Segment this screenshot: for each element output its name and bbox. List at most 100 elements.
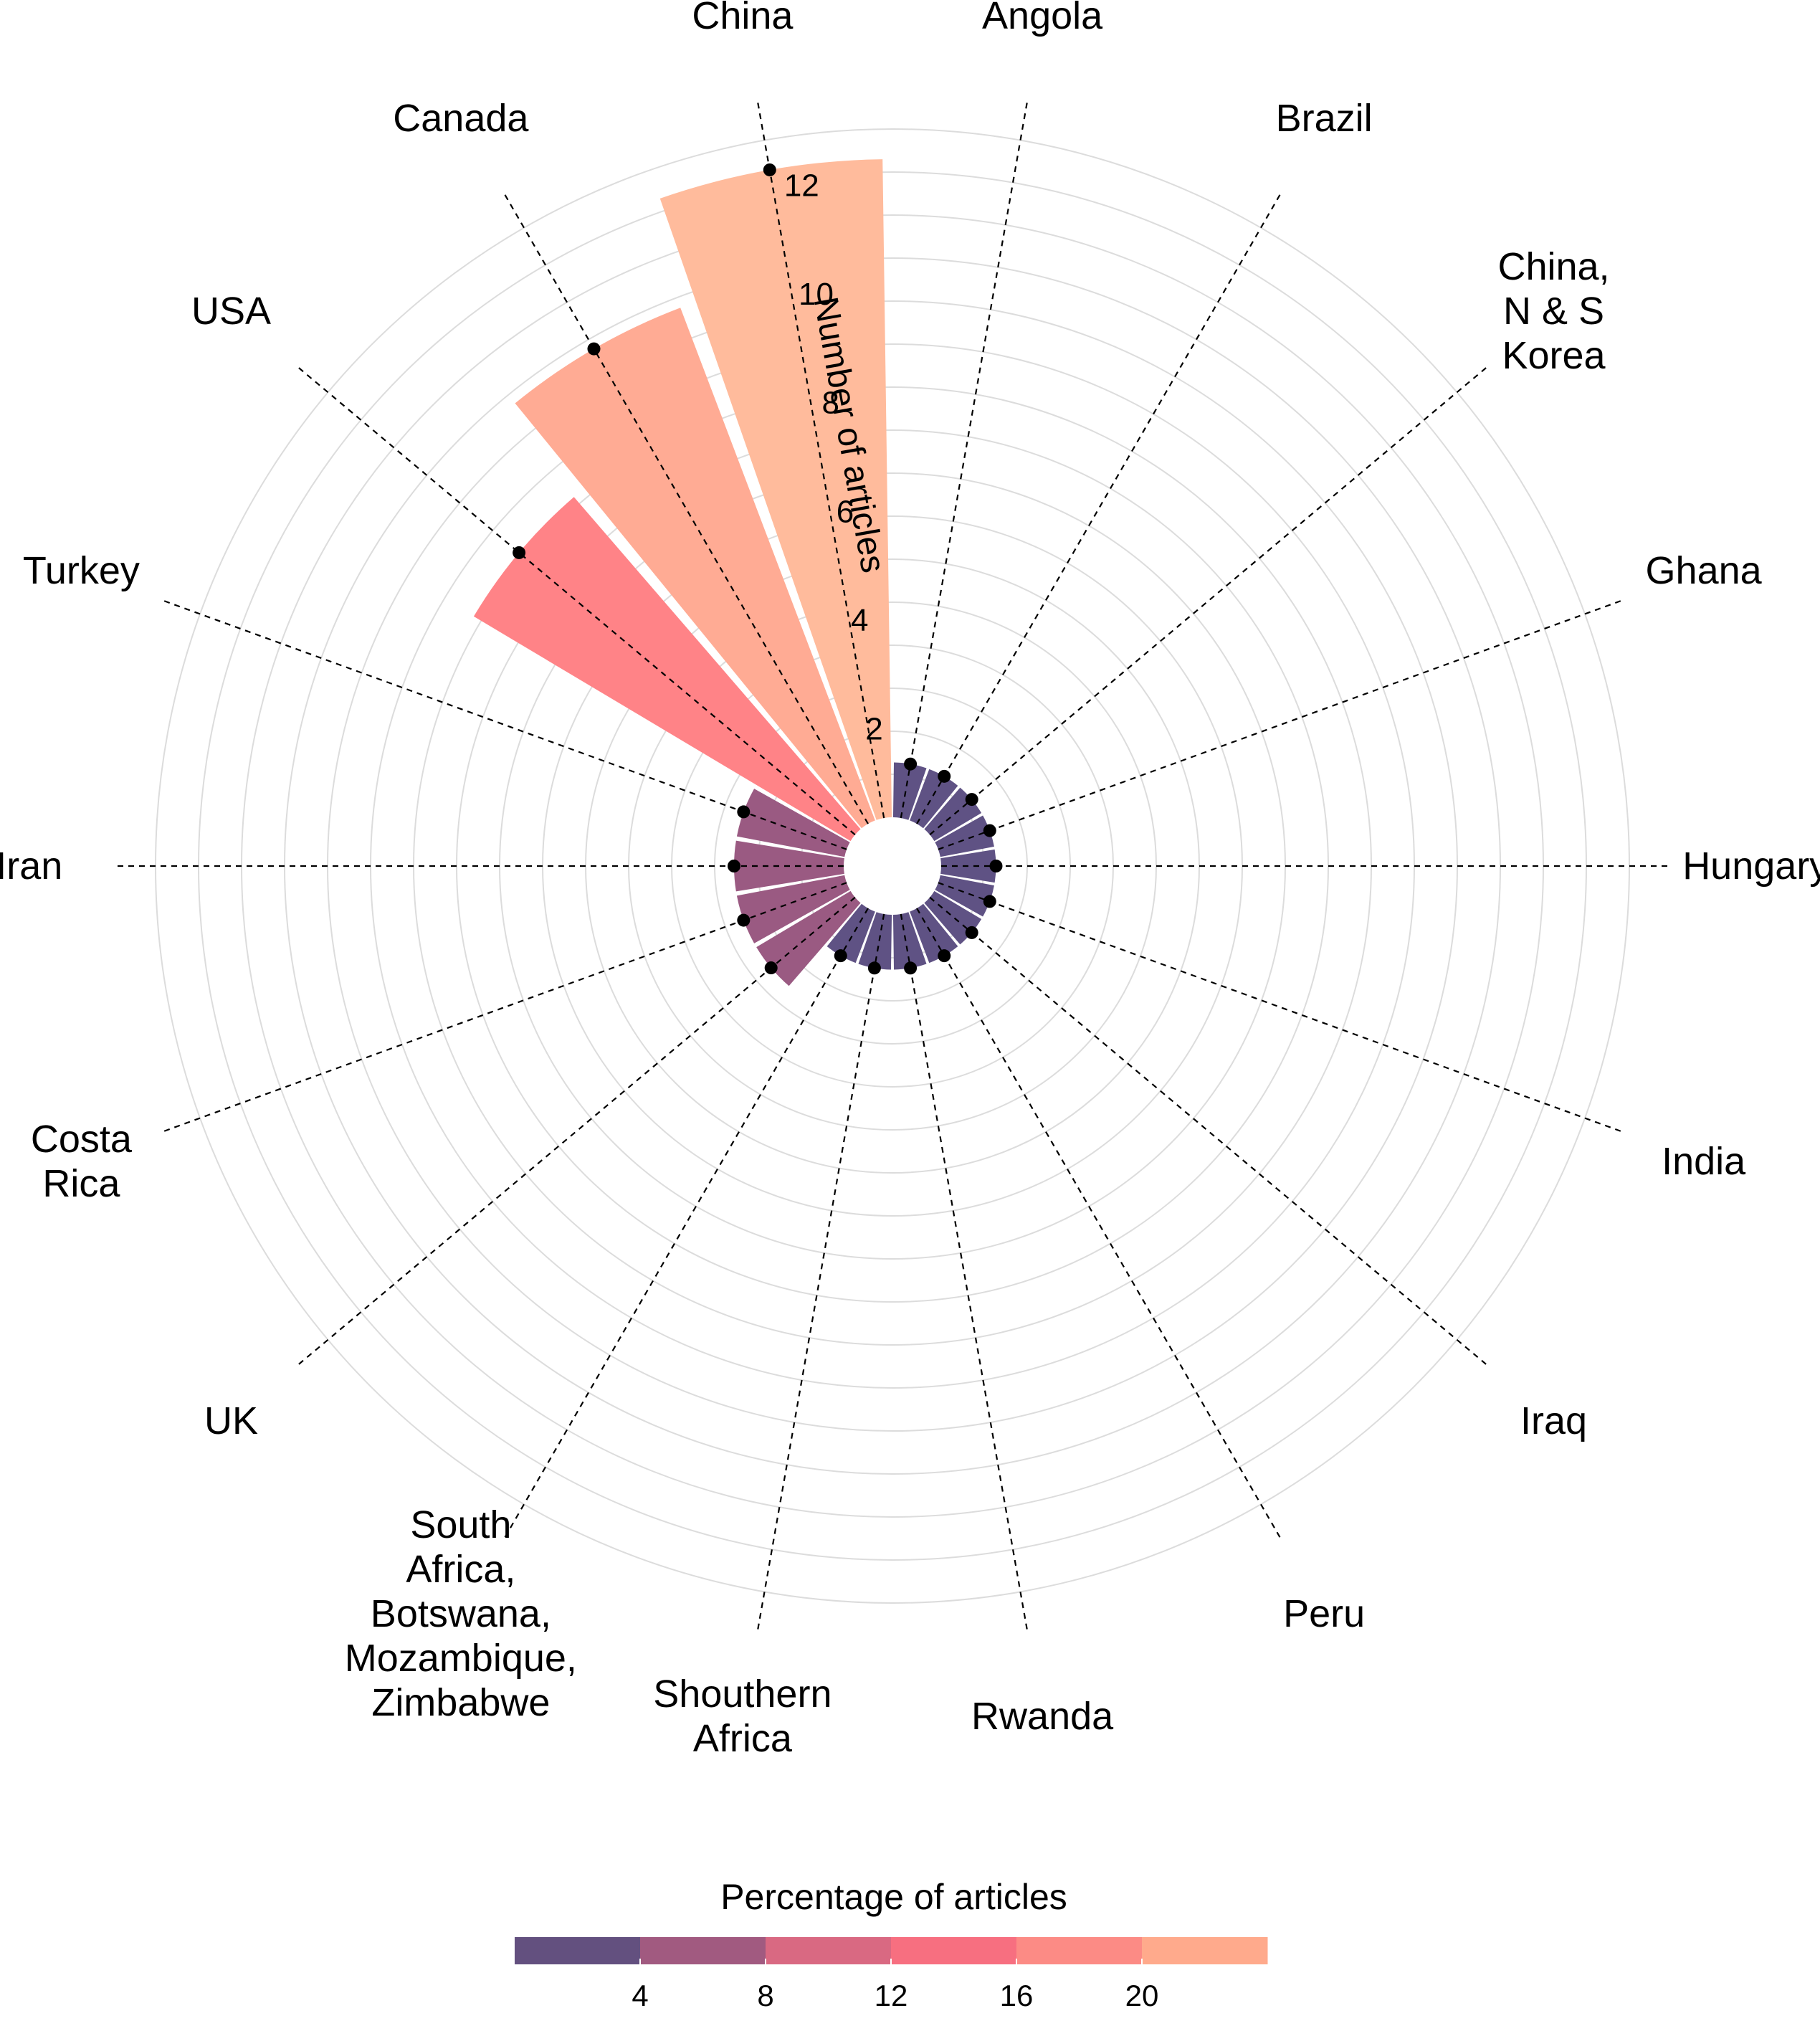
grid-ring — [241, 214, 1544, 1518]
bar-china — [659, 159, 892, 820]
category-label-line: Canada — [393, 97, 529, 140]
category-label-line: China, — [1497, 245, 1609, 288]
category-label: Iraq — [1520, 1399, 1587, 1442]
legend-swatch — [1016, 1937, 1143, 1964]
category-label-line: Turkey — [23, 549, 140, 592]
value-point — [938, 949, 951, 963]
category-label: Rwanda — [971, 1695, 1114, 1738]
spoke — [502, 908, 869, 1540]
category-label: Canada — [393, 97, 529, 140]
bar-brazil — [910, 769, 958, 829]
category-label-line: China — [692, 0, 794, 37]
spoke — [938, 882, 1624, 1133]
category-label: Shouthern Africa — [653, 1673, 832, 1760]
category-label: USA — [191, 290, 271, 333]
category-label: Costa Rica — [31, 1118, 133, 1205]
spoke — [916, 192, 1282, 824]
spoke — [900, 913, 1029, 1632]
bar-ghana — [935, 815, 994, 857]
bar-india — [935, 875, 994, 917]
category-label-line: Botswana, — [371, 1592, 551, 1635]
value-point — [764, 961, 778, 975]
category-label-line: Costa — [31, 1118, 133, 1161]
legend-tick-label: 12 — [875, 1979, 908, 2012]
spoke — [161, 882, 847, 1133]
category-label: South Africa, Botswana, Mozambique, Zimbabwe — [345, 1503, 577, 1724]
spoke — [756, 913, 885, 1632]
radial-ticks: 2 4 6 8 10 12 — [784, 168, 883, 746]
category-label: Ghana — [1646, 549, 1763, 592]
category-label-line: Hungary — [1682, 845, 1820, 888]
grid-ring — [198, 171, 1587, 1561]
legend-swatch — [766, 1937, 892, 1964]
value-point — [965, 926, 978, 939]
legend-swatch — [515, 1937, 641, 1964]
category-label-line: Rica — [42, 1162, 120, 1205]
category-label: UK — [204, 1399, 258, 1442]
category-label-line: Peru — [1283, 1592, 1365, 1635]
value-point — [763, 163, 776, 176]
category-label-line: Brazil — [1276, 97, 1373, 140]
bar-shouthern-africa — [858, 912, 892, 970]
category-label-line: Africa, — [406, 1548, 515, 1591]
radial-tick-label: 8 — [822, 386, 839, 421]
bar-peru — [910, 903, 958, 964]
category-label: China, N & S Korea — [1497, 245, 1609, 377]
radial-tick-label: 2 — [865, 712, 882, 747]
category-label: Hungary — [1682, 845, 1820, 888]
value-point — [965, 793, 978, 807]
category-label-line: N & S — [1503, 290, 1604, 333]
legend-tick-label: 16 — [1000, 1979, 1034, 2012]
spoke — [929, 896, 1489, 1366]
legend-swatch — [891, 1937, 1017, 1964]
legend-colorbar — [515, 1937, 1268, 1964]
bar-rwanda — [892, 912, 927, 970]
value-point — [513, 546, 526, 559]
value-point — [587, 342, 601, 356]
category-label: Iran — [0, 845, 62, 888]
value-point — [904, 961, 918, 975]
category-label: China — [692, 0, 794, 37]
value-point — [867, 961, 881, 975]
bars — [473, 159, 996, 986]
category-label-line: Korea — [1502, 334, 1606, 377]
spoke — [900, 100, 1029, 819]
category-label-line: Zimbabwe — [371, 1681, 550, 1724]
value-point — [728, 860, 740, 872]
legend-tick-label: 20 — [1125, 1979, 1159, 2012]
value-points — [513, 163, 1003, 975]
radial-tick-label: 12 — [784, 168, 819, 203]
category-label: Brazil — [1276, 97, 1373, 140]
category-label-line: Africa — [693, 1717, 793, 1760]
legend-tick-label: 4 — [632, 1979, 648, 2012]
legend-tick-label: 8 — [757, 1979, 773, 2012]
spoke — [296, 896, 856, 1366]
spoke — [756, 100, 885, 819]
category-label-line: Iran — [0, 845, 62, 888]
bar-canada — [515, 308, 875, 829]
legend-title: Percentage of articles — [720, 1877, 1067, 1917]
value-point — [834, 949, 847, 963]
category-label: Peru — [1283, 1592, 1365, 1635]
legend-ticks: 4 8 12 16 20 — [632, 1959, 1158, 2012]
category-label-line: Shouthern — [653, 1673, 832, 1716]
value-point — [737, 913, 751, 927]
spokes — [115, 100, 1670, 1632]
category-label-line: UK — [204, 1399, 258, 1442]
value-point — [989, 860, 1003, 872]
category-label: Angola — [982, 0, 1103, 37]
category-label-line: India — [1662, 1140, 1746, 1183]
value-point — [904, 757, 918, 771]
value-point — [737, 805, 751, 819]
category-label-line: USA — [191, 290, 271, 333]
category-label-line: Iraq — [1520, 1399, 1587, 1442]
value-point — [938, 769, 951, 783]
legend-swatch — [640, 1937, 766, 1964]
category-label-line: Rwanda — [971, 1695, 1114, 1738]
category-label-line: Ghana — [1646, 549, 1763, 592]
category-label-line: South — [410, 1503, 511, 1546]
spoke — [916, 908, 1282, 1540]
category-label: Turkey — [23, 549, 140, 592]
bar-angola — [892, 762, 927, 820]
